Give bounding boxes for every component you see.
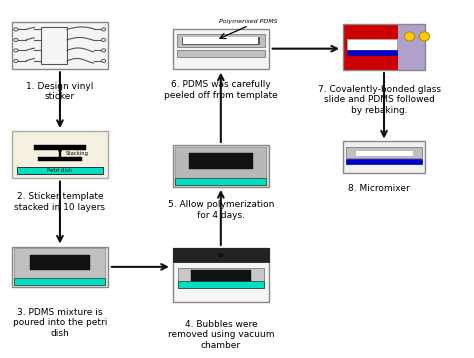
- Bar: [59, 149, 61, 159]
- Bar: [17, 166, 103, 174]
- Ellipse shape: [101, 38, 106, 42]
- Bar: [343, 141, 425, 173]
- Ellipse shape: [101, 49, 106, 52]
- Ellipse shape: [14, 38, 18, 42]
- Bar: [173, 145, 269, 187]
- Bar: [347, 39, 397, 52]
- Bar: [12, 131, 108, 178]
- Ellipse shape: [14, 28, 18, 31]
- Bar: [346, 159, 422, 164]
- Text: 3. PDMS mixture is
poured into the petri
dish: 3. PDMS mixture is poured into the petri…: [13, 308, 107, 338]
- Text: Polymerised PDMS: Polymerised PDMS: [219, 19, 278, 24]
- Bar: [346, 147, 422, 158]
- Ellipse shape: [217, 252, 225, 258]
- Text: Petri dish: Petri dish: [47, 168, 73, 173]
- Bar: [183, 38, 258, 44]
- Text: 4. Bubbles were
removed using vacuum
chamber: 4. Bubbles were removed using vacuum cha…: [168, 320, 274, 350]
- Bar: [178, 268, 264, 287]
- Bar: [30, 255, 90, 270]
- Bar: [15, 278, 105, 285]
- Bar: [173, 29, 269, 69]
- Bar: [347, 50, 397, 55]
- Bar: [41, 27, 67, 64]
- Bar: [175, 178, 266, 185]
- Bar: [37, 156, 82, 161]
- Text: Stacking: Stacking: [65, 151, 89, 155]
- Bar: [178, 281, 264, 287]
- Bar: [398, 24, 425, 70]
- Text: 6. PDMS was carefully
peeled off from template: 6. PDMS was carefully peeled off from te…: [164, 80, 278, 100]
- Bar: [34, 145, 86, 150]
- Bar: [343, 24, 425, 70]
- Bar: [12, 21, 108, 69]
- Bar: [173, 248, 269, 303]
- Text: 5. Allow polymerization
for 4 days.: 5. Allow polymerization for 4 days.: [168, 200, 274, 220]
- Bar: [12, 247, 108, 287]
- Bar: [355, 150, 413, 156]
- Bar: [173, 248, 269, 262]
- Text: 2. Sticker template
stacked in 10 layers: 2. Sticker template stacked in 10 layers: [14, 192, 105, 212]
- Ellipse shape: [404, 32, 415, 41]
- Bar: [182, 37, 259, 44]
- Ellipse shape: [14, 59, 18, 63]
- Ellipse shape: [419, 32, 429, 41]
- Bar: [15, 248, 105, 285]
- Bar: [177, 34, 265, 47]
- Text: 1. Design vinyl
sticker: 1. Design vinyl sticker: [26, 82, 94, 101]
- Text: 7. Covalently-bonded glass
slide and PDMS followed
by rebaking.: 7. Covalently-bonded glass slide and PDM…: [318, 85, 441, 115]
- Bar: [177, 50, 265, 57]
- Bar: [191, 270, 251, 282]
- Bar: [343, 24, 398, 70]
- Text: 8. Micromixer: 8. Micromixer: [348, 184, 410, 193]
- Ellipse shape: [101, 28, 106, 31]
- Ellipse shape: [14, 49, 18, 52]
- Bar: [189, 153, 253, 169]
- Ellipse shape: [101, 59, 106, 63]
- Bar: [175, 147, 266, 185]
